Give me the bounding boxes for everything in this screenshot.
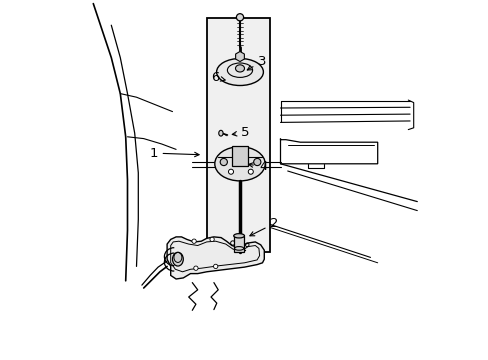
- Circle shape: [193, 266, 198, 270]
- Circle shape: [228, 169, 233, 174]
- Circle shape: [253, 158, 260, 166]
- Text: 2: 2: [249, 217, 278, 236]
- Ellipse shape: [172, 252, 183, 266]
- Circle shape: [192, 239, 196, 243]
- Polygon shape: [167, 237, 264, 279]
- Bar: [233, 236, 244, 252]
- Circle shape: [248, 169, 253, 174]
- Circle shape: [236, 14, 243, 21]
- Polygon shape: [235, 51, 244, 62]
- Circle shape: [213, 264, 218, 269]
- Ellipse shape: [216, 59, 263, 86]
- Text: 5: 5: [232, 126, 249, 139]
- Bar: [206, 18, 269, 252]
- Bar: [232, 146, 247, 166]
- Ellipse shape: [214, 147, 264, 181]
- Ellipse shape: [218, 130, 223, 136]
- Ellipse shape: [233, 234, 244, 238]
- Circle shape: [220, 158, 227, 166]
- Ellipse shape: [235, 65, 244, 72]
- Text: 3: 3: [247, 55, 266, 70]
- Text: 6: 6: [210, 71, 225, 84]
- Circle shape: [209, 237, 214, 242]
- Text: 1: 1: [149, 147, 199, 159]
- Text: 4: 4: [248, 160, 267, 173]
